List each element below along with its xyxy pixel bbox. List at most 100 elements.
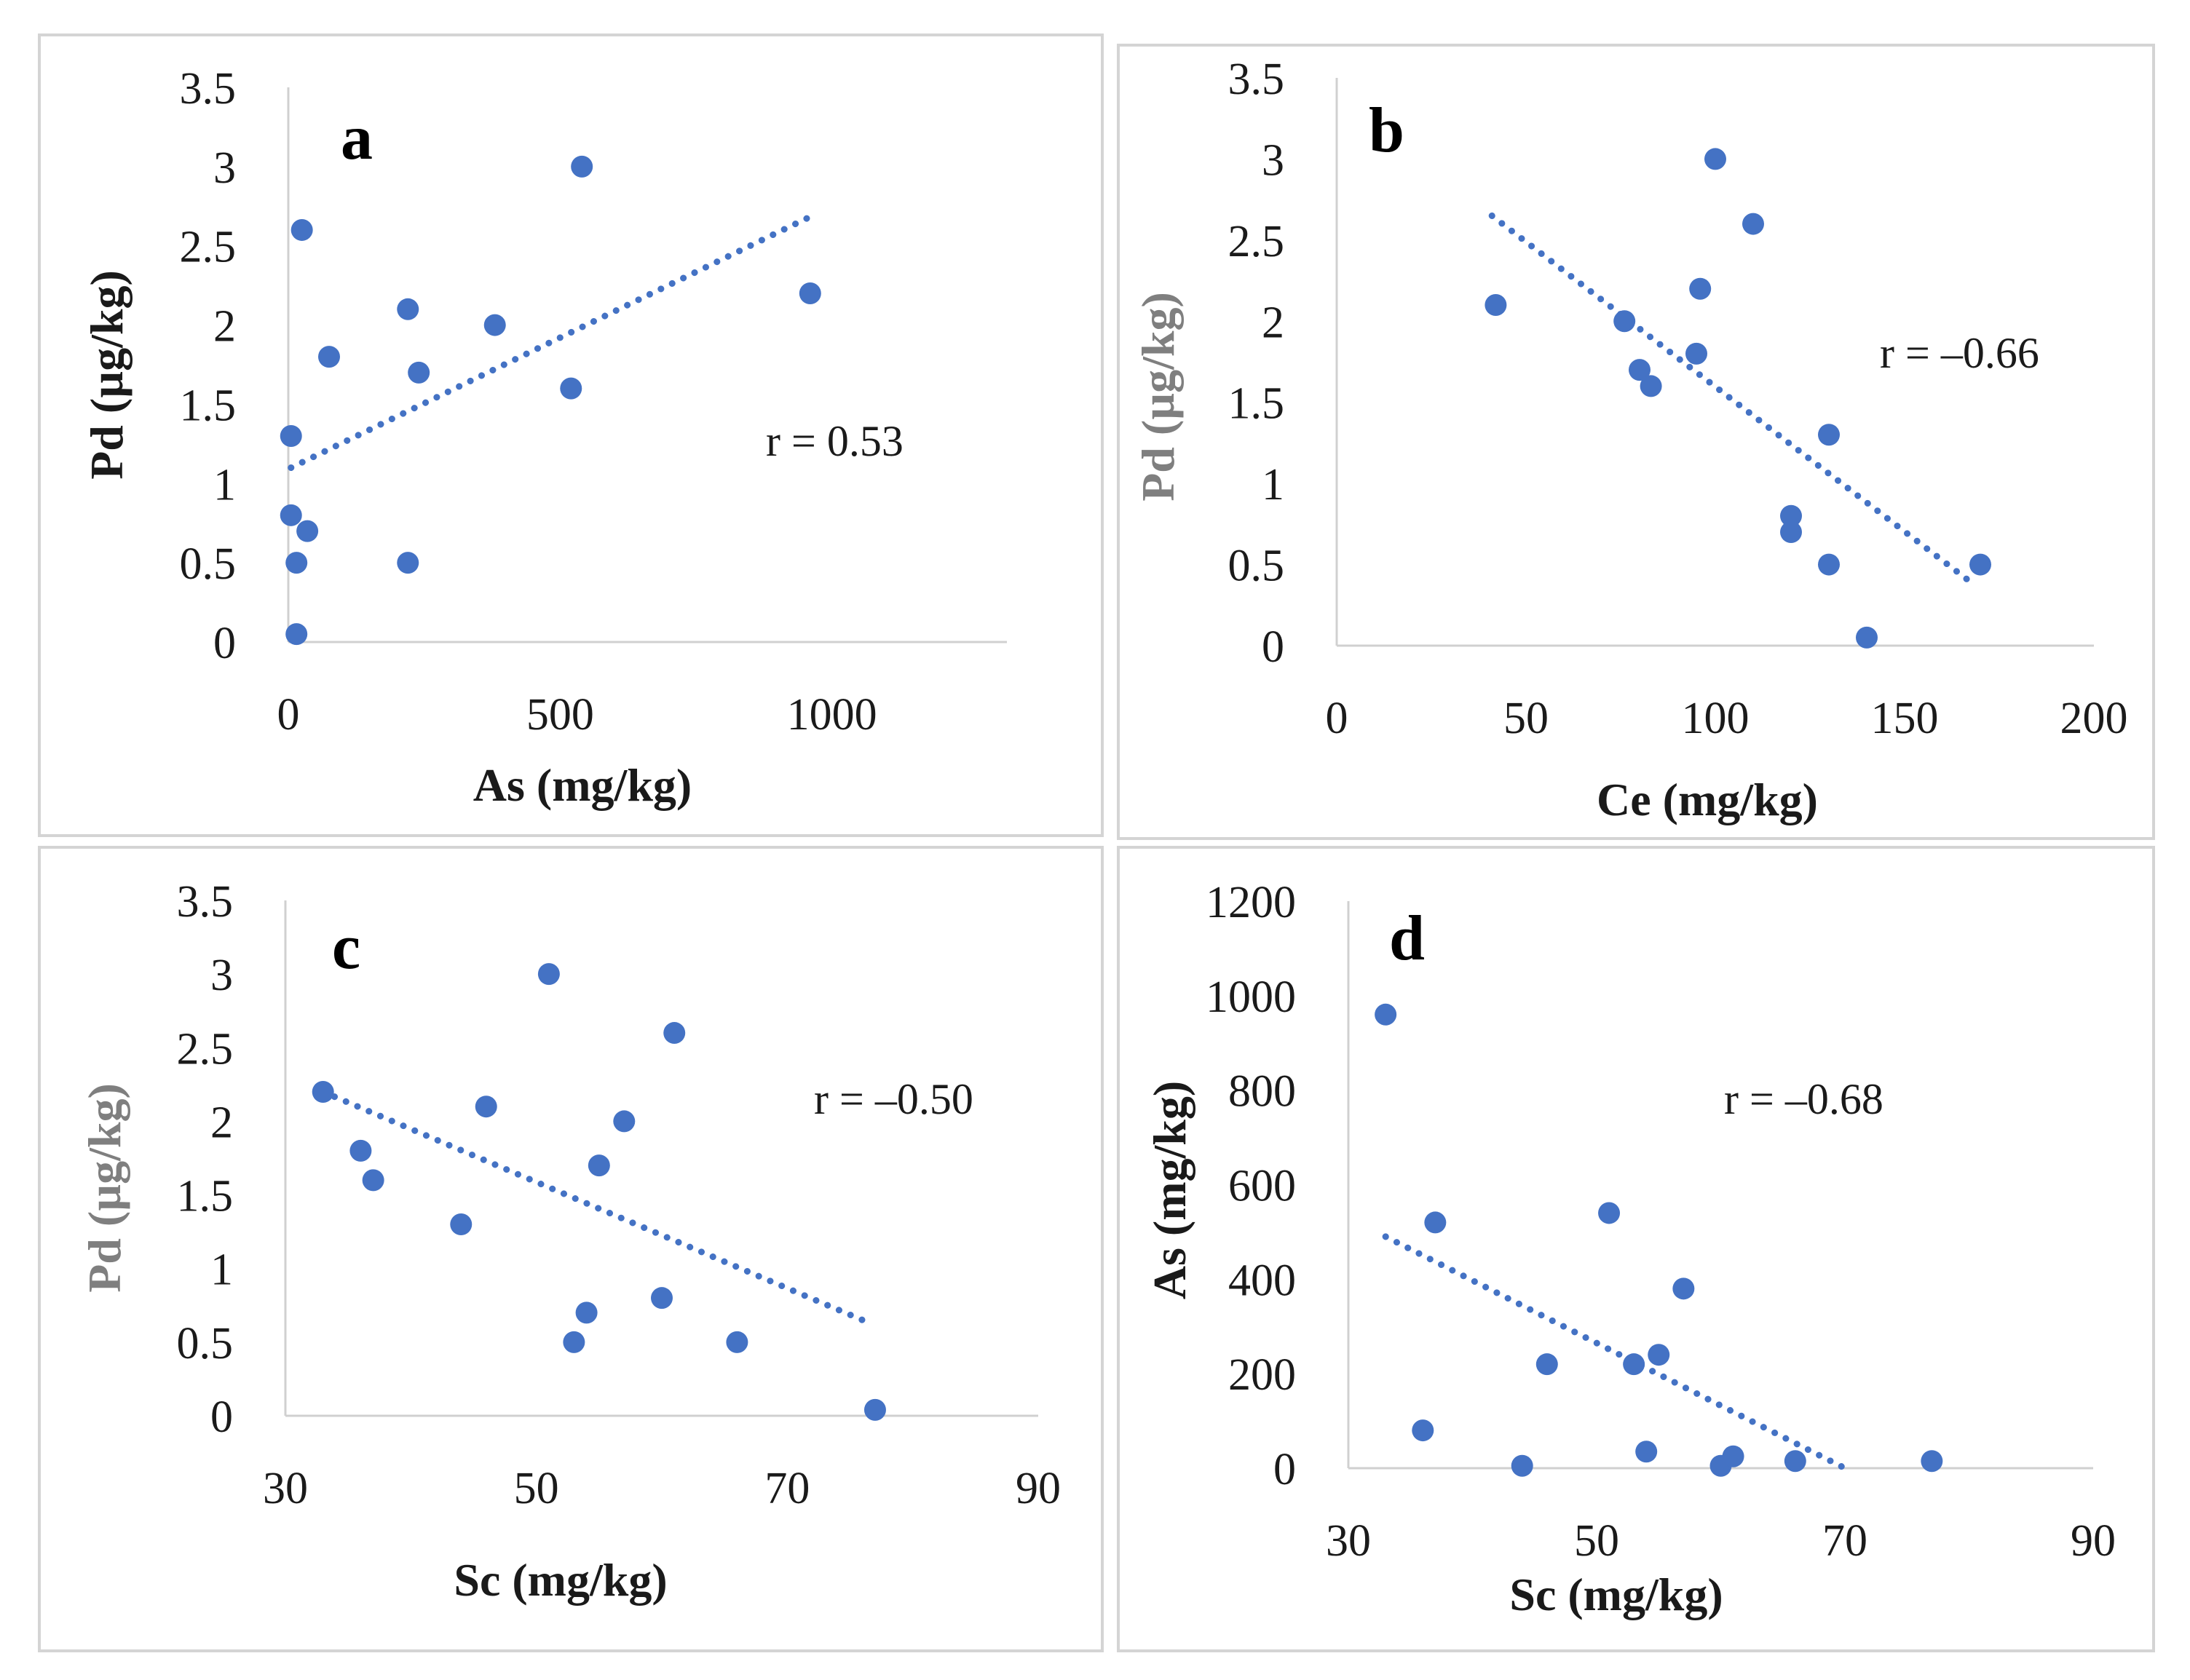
panel-b-point-11 bbox=[1818, 553, 1840, 576]
panel-a-point-4 bbox=[290, 218, 313, 241]
panel-c-point-12 bbox=[726, 1331, 748, 1353]
panel-c-point-13 bbox=[863, 1398, 886, 1421]
panel-d-y-tick-2: 400 bbox=[1228, 1256, 1296, 1305]
panel-c-y-tick-labels: 0 0.5 1 1.5 2 2.5 3 3.5 bbox=[177, 877, 234, 1442]
panel-d-x-tick-3: 90 bbox=[2071, 1516, 2116, 1566]
panel-c-y-tick-0: 0 bbox=[210, 1392, 233, 1442]
panel-b-point-12 bbox=[1856, 626, 1878, 649]
panel-d: 0 200 400 600 800 1000 1200 30 50 70 90 d r = –0.… bbox=[1117, 846, 2155, 1652]
panel-b-y-tick-7: 3.5 bbox=[1228, 55, 1285, 104]
panel-d-x-tick-labels: 30 50 70 90 bbox=[1326, 1516, 2116, 1566]
panel-b-y-tick-3: 1.5 bbox=[1228, 379, 1285, 429]
panel-b-x-tick-1: 50 bbox=[1503, 694, 1549, 743]
panel-c-x-tick-0: 30 bbox=[263, 1464, 308, 1513]
panel-d-point-3 bbox=[1511, 1454, 1533, 1477]
panel-c-x-label: Sc (mg/kg) bbox=[454, 1554, 667, 1606]
panel-d-point-1 bbox=[1412, 1419, 1434, 1442]
panel-a-points bbox=[280, 155, 821, 646]
panel-d-point-5 bbox=[1598, 1202, 1621, 1224]
panel-d-point-7 bbox=[1635, 1441, 1658, 1463]
panel-b-frame bbox=[1117, 44, 2155, 840]
panel-a-point-8 bbox=[397, 552, 419, 574]
panel-d-x-tick-1: 50 bbox=[1574, 1516, 1619, 1566]
panel-b-x-label: Ce (mg/kg) bbox=[1597, 774, 1818, 825]
panel-c-point-7 bbox=[575, 1301, 598, 1324]
panel-a-x-tick-0: 0 bbox=[277, 690, 300, 740]
panel-a-point-9 bbox=[408, 361, 430, 384]
panel-a-x-tick-2: 1000 bbox=[787, 690, 877, 740]
panel-c-x-tick-2: 70 bbox=[764, 1464, 810, 1513]
panel-b-y-label: Pd (µg/kg) bbox=[1132, 292, 1184, 502]
panel-b-point-8 bbox=[1780, 504, 1802, 527]
panel-c-point-11 bbox=[663, 1022, 686, 1045]
panel-d-frame bbox=[1117, 846, 2155, 1652]
panel-a-y-tick-7: 3.5 bbox=[180, 64, 237, 114]
panel-a-point-10 bbox=[483, 314, 506, 336]
panel-c-point-2 bbox=[362, 1169, 384, 1192]
panel-c-y-tick-3: 1.5 bbox=[177, 1172, 234, 1221]
panel-d-y-tick-5: 1000 bbox=[1206, 972, 1296, 1022]
panel-d-y-tick-3: 600 bbox=[1228, 1162, 1296, 1211]
panel-c-point-9 bbox=[613, 1110, 636, 1133]
panel-d-letter: d bbox=[1389, 903, 1425, 974]
panel-c-y-tick-6: 3 bbox=[210, 951, 233, 1000]
panel-b-point-3 bbox=[1640, 375, 1662, 397]
panel-a: 0 0.5 1 1.5 2 2.5 3 3.5 0 500 1000 a r = 0.53 As … bbox=[38, 33, 1104, 837]
panel-d-y-label: As (mg/kg) bbox=[1144, 1081, 1195, 1299]
panel-b-letter: b bbox=[1369, 95, 1404, 166]
panel-c-x-tick-labels: 30 50 70 90 bbox=[263, 1464, 1061, 1513]
panel-c-point-1 bbox=[349, 1139, 372, 1162]
panel-b-point-1 bbox=[1613, 310, 1636, 333]
panel-c-point-6 bbox=[563, 1331, 585, 1353]
panel-b-x-tick-3: 150 bbox=[1871, 694, 1939, 743]
panel-b-point-13 bbox=[1969, 553, 1991, 576]
panel-d-point-8 bbox=[1648, 1344, 1670, 1366]
panel-b-points bbox=[1485, 148, 1991, 649]
panel-a-frame bbox=[38, 33, 1104, 837]
panel-d-point-4 bbox=[1535, 1353, 1558, 1376]
panel-a-point-0 bbox=[280, 424, 302, 447]
panel-b-point-7 bbox=[1742, 213, 1764, 235]
panel-b-point-5 bbox=[1689, 277, 1712, 300]
panel-a-y-tick-0: 0 bbox=[213, 619, 236, 668]
panel-c-letter: c bbox=[332, 912, 360, 983]
panel-a-y-tick-6: 3 bbox=[213, 143, 236, 193]
panel-c-y-label: Pd (µg/kg) bbox=[79, 1083, 130, 1293]
panel-d-trendline bbox=[1382, 1233, 1849, 1472]
panel-b-annotation: r = –0.66 bbox=[1880, 329, 2039, 377]
panel-d-point-6 bbox=[1623, 1353, 1645, 1376]
panel-c-points bbox=[312, 963, 886, 1421]
panel-b-point-4 bbox=[1685, 342, 1707, 365]
panel-a-letter: a bbox=[341, 103, 373, 173]
panel-c-x-tick-1: 50 bbox=[514, 1464, 559, 1513]
panel-a-y-tick-5: 2.5 bbox=[180, 223, 237, 272]
panel-a-y-label: Pd (µg/kg) bbox=[81, 270, 133, 480]
panel-b-point-10 bbox=[1818, 424, 1840, 446]
panel-d-point-12 bbox=[1784, 1450, 1806, 1473]
panel-d-point-2 bbox=[1424, 1211, 1447, 1234]
panel-d-point-9 bbox=[1672, 1277, 1695, 1300]
panel-c-x-tick-3: 90 bbox=[1016, 1464, 1061, 1513]
panel-a-y-tick-4: 2 bbox=[213, 302, 236, 352]
panel-b-trendline bbox=[1488, 212, 1972, 585]
panel-a-point-6 bbox=[318, 346, 340, 368]
panel-d-y-tick-labels: 0 200 400 600 800 1000 1200 bbox=[1206, 878, 1296, 1494]
panel-b: 0 0.5 1 1.5 2 2.5 3 3.5 0 50 100 150 200 b r = –0.6… bbox=[1117, 44, 2155, 840]
panel-d-y-tick-1: 200 bbox=[1228, 1350, 1296, 1400]
panel-c-annotation: r = –0.50 bbox=[814, 1075, 973, 1123]
panel-d-point-11 bbox=[1722, 1445, 1744, 1467]
panel-d-y-tick-6: 1200 bbox=[1206, 878, 1296, 927]
panel-b-y-tick-1: 0.5 bbox=[1228, 542, 1285, 591]
panel-b-y-tick-6: 3 bbox=[1262, 135, 1284, 185]
panel-a-point-5 bbox=[296, 520, 319, 542]
panel-a-x-tick-1: 500 bbox=[526, 690, 594, 740]
panel-b-y-tick-0: 0 bbox=[1262, 622, 1284, 672]
panel-c-y-tick-5: 2.5 bbox=[177, 1024, 234, 1074]
panel-a-y-tick-1: 0.5 bbox=[180, 539, 237, 589]
panel-d-points bbox=[1375, 1003, 1943, 1477]
panel-c-y-tick-4: 2 bbox=[210, 1098, 233, 1147]
panel-b-y-tick-4: 2 bbox=[1262, 298, 1284, 347]
panel-d-x-label: Sc (mg/kg) bbox=[1509, 1569, 1723, 1620]
panel-a-point-12 bbox=[571, 155, 593, 178]
